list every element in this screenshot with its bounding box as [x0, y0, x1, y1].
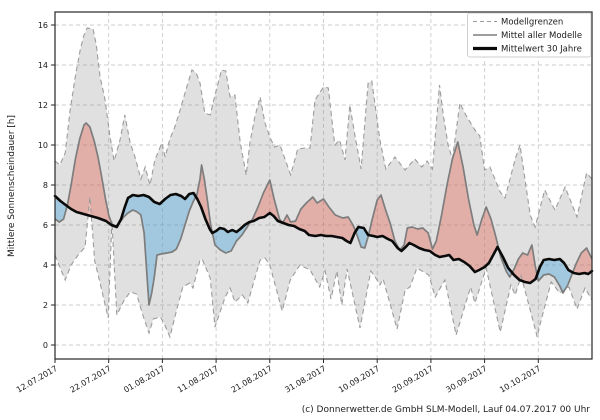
legend: Modellgrenzen Mittel aller Modelle Mittelw… [467, 12, 592, 58]
legend-label: Modellgrenzen [501, 18, 563, 28]
x-tick-label: 30.09.2017 [444, 364, 488, 395]
above-normal-fill [55, 123, 592, 283]
y-tick-label: 10 [38, 141, 48, 150]
legend-label: Mittel aller Modelle [501, 31, 582, 41]
x-tick-label: 22.07.2017 [69, 364, 113, 395]
x-tick-label: 12.07.2017 [15, 364, 59, 395]
y-tick-label: 4 [43, 261, 48, 270]
legend-label: Mittelwert 30 Jahre [501, 45, 582, 55]
mean-30y-line [53, 191, 594, 285]
x-tick-label: 31.08.2017 [283, 364, 327, 395]
y-tick-label: 12 [38, 101, 48, 110]
x-tick-label: 01.08.2017 [122, 364, 166, 395]
x-tick-label: 10.09.2017 [337, 364, 381, 395]
below-normal-fill [55, 193, 592, 303]
model-upper-bound-line [54, 27, 593, 229]
gridlines [55, 12, 592, 359]
x-tick-label: 10.10.2017 [498, 364, 542, 395]
y-tick-label: 6 [43, 221, 48, 230]
y-tick-label: 2 [43, 301, 48, 310]
x-tick-label: 20.09.2017 [391, 364, 435, 395]
copyright-caption: (c) Donnerwetter.de GmbH SLM-Modell, Lau… [302, 405, 591, 415]
y-tick-label: 16 [38, 21, 48, 30]
legend-box [467, 12, 592, 58]
y-tick-label: 8 [43, 181, 48, 190]
y-tick-label: 0 [43, 341, 48, 350]
model-lower-bound-line [54, 196, 593, 339]
x-tick-label: 11.08.2017 [176, 364, 220, 395]
y-tick-label: 14 [38, 61, 48, 70]
model-range-band [55, 28, 592, 337]
axis-ticks [51, 24, 539, 363]
y-axis-label: Mittlere Sonnenscheindauer [h] [7, 115, 17, 257]
x-tick-label: 21.08.2017 [230, 364, 274, 395]
